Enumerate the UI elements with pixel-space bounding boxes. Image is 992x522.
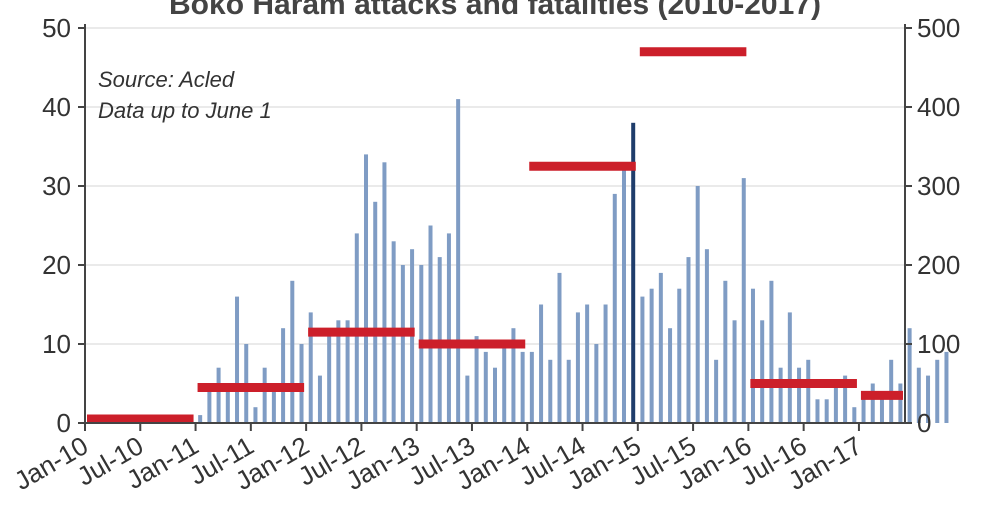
bar [797, 367, 802, 423]
bar [861, 399, 866, 423]
step-series [87, 47, 903, 424]
bar [944, 351, 949, 423]
bar [539, 304, 544, 423]
bar [529, 351, 534, 423]
chart-title: Boko Haram attacks and fatalities (2010-… [169, 0, 821, 21]
source-note: Source: Acled [98, 67, 235, 92]
bar [824, 399, 829, 423]
bar [870, 383, 875, 423]
bar-series [198, 99, 949, 424]
bar [778, 367, 783, 423]
bar [806, 359, 811, 423]
bar [926, 375, 931, 423]
bar [732, 320, 737, 423]
bar [668, 328, 673, 423]
y-right-tick-label: 500 [917, 13, 960, 43]
y-right-tick-label: 400 [917, 92, 960, 122]
bar [769, 280, 774, 423]
y-axis-right-ticks: 0 100 200 300 400 500 [905, 13, 960, 438]
bar [631, 122, 636, 424]
bar [373, 201, 378, 423]
bar [548, 359, 553, 423]
bar [271, 391, 276, 423]
x-axis-ticks: Jan-10Jul-10Jan-11Jul-11Jan-12Jul-12Jan-… [9, 423, 867, 496]
bar [852, 407, 857, 423]
bar [308, 312, 313, 423]
bar [364, 154, 369, 423]
bar [704, 249, 709, 423]
bar [281, 328, 286, 423]
bar [262, 367, 267, 423]
bar [511, 328, 516, 423]
y-left-tick-label: 30 [42, 171, 71, 201]
bar [714, 359, 719, 423]
bar [520, 351, 525, 423]
bar [898, 383, 903, 423]
bar [907, 328, 912, 423]
bar [465, 375, 470, 423]
bar [612, 193, 617, 423]
bar [879, 399, 884, 423]
bar [327, 328, 332, 423]
y-right-tick-label: 200 [917, 250, 960, 280]
bar [446, 233, 451, 423]
y-left-tick-label: 0 [57, 408, 71, 438]
bar [787, 312, 792, 423]
bar [207, 391, 212, 423]
y-right-tick-label: 100 [917, 329, 960, 359]
bar [456, 99, 461, 423]
y-left-tick-label: 20 [42, 250, 71, 280]
bar [575, 312, 580, 423]
bar [198, 415, 203, 423]
data-note: Data up to June 1 [98, 98, 272, 123]
bar [483, 351, 488, 423]
bar [317, 375, 322, 423]
bar [640, 296, 645, 423]
bar [253, 407, 258, 423]
bar [225, 383, 230, 423]
y-left-tick-label: 10 [42, 329, 71, 359]
bar [566, 359, 571, 423]
y-left-tick-label: 50 [42, 13, 71, 43]
bar [585, 304, 590, 423]
bar [345, 320, 350, 423]
bar [695, 186, 700, 423]
bar [235, 296, 240, 423]
bar [428, 225, 433, 423]
bar [290, 280, 295, 423]
bar [723, 280, 728, 423]
gridlines [85, 27, 905, 345]
bar [916, 367, 921, 423]
bar [400, 265, 405, 423]
bar [336, 320, 341, 423]
bar [493, 367, 497, 423]
bar [557, 272, 562, 423]
y-right-tick-label: 0 [917, 408, 931, 438]
bar [686, 257, 691, 423]
bar [750, 288, 755, 423]
bar [216, 367, 221, 423]
bar [658, 272, 663, 423]
bar [621, 170, 626, 423]
bar [594, 344, 599, 423]
bar [603, 304, 608, 423]
y-axis-left-ticks: 0 10 20 30 40 50 [42, 13, 85, 438]
bar [935, 359, 940, 423]
y-right-tick-label: 300 [917, 171, 960, 201]
y-left-tick-label: 40 [42, 92, 71, 122]
bar [649, 288, 654, 423]
bar [843, 375, 848, 423]
bar [677, 288, 682, 423]
bar [760, 320, 765, 423]
bar [474, 336, 479, 423]
axes [84, 24, 906, 424]
bar [815, 399, 820, 423]
bar [502, 344, 507, 423]
bar [833, 383, 838, 423]
bar [741, 178, 746, 423]
bar [382, 162, 387, 424]
